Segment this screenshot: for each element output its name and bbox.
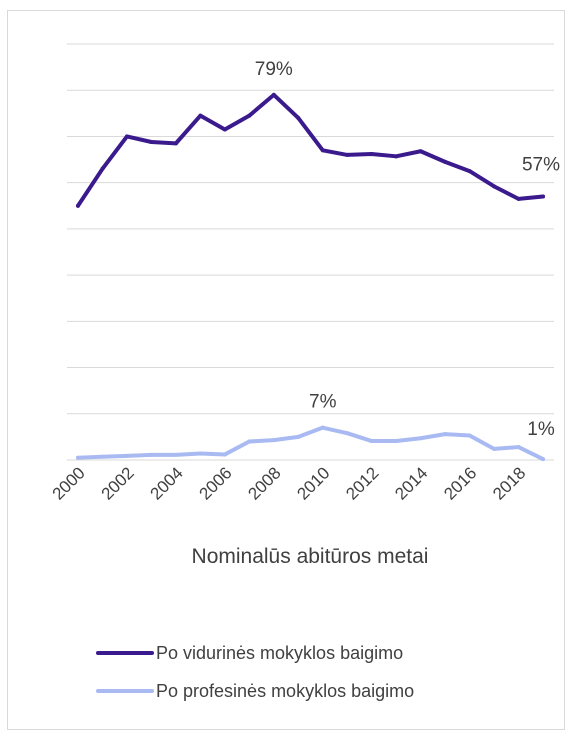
x-tick-label: 2006: [195, 463, 235, 503]
x-tick-label: 2008: [244, 463, 284, 503]
data-point: [198, 451, 203, 456]
legend-item-vidurines: Po vidurinės mokyklos baigimo: [96, 634, 414, 672]
legend-label-vidurines: Po vidurinės mokyklos baigimo: [156, 642, 404, 663]
data-point: [369, 439, 374, 444]
data-point: [173, 141, 178, 146]
data-point: [222, 452, 227, 457]
data-point: [198, 113, 203, 118]
data-point: [296, 115, 301, 120]
x-tick-label: 2016: [440, 463, 480, 503]
data-point: [149, 139, 154, 144]
data-point: [173, 452, 178, 457]
data-point: [418, 149, 423, 154]
x-axis-ticks: 2000 2002 2004 2006 2008 2010 2012 2014 2016 2018: [49, 463, 530, 503]
data-point: [541, 194, 545, 199]
x-tick-label: 2018: [489, 463, 529, 503]
data-point: [271, 438, 276, 443]
data-point: [271, 92, 276, 97]
x-tick-label: 2014: [391, 463, 431, 503]
data-point: [320, 148, 325, 153]
data-point: [443, 159, 448, 164]
data-point: [516, 445, 521, 450]
data-point: [124, 453, 129, 458]
series-line-1: [76, 425, 545, 462]
data-point: [76, 455, 80, 460]
data-point: [247, 113, 252, 118]
data-point: [394, 154, 399, 159]
data-point: [443, 432, 448, 437]
data-point: [369, 152, 374, 157]
data-point: [492, 184, 497, 189]
data-point: [247, 439, 252, 444]
data-point: [418, 436, 423, 441]
legend-label-profesines: Po profesinės mokyklos baigimo: [156, 680, 415, 701]
x-tick-label: 2010: [293, 463, 333, 503]
series-line-0: [76, 92, 545, 208]
data-label: 7%: [309, 392, 337, 413]
data-point: [320, 425, 325, 430]
data-point: [516, 196, 521, 201]
data-label: 57%: [522, 155, 560, 176]
data-point: [76, 203, 80, 208]
data-point: [124, 134, 129, 139]
x-tick-label: 2002: [98, 463, 138, 503]
data-point: [100, 454, 105, 459]
legend-item-profesines: Po profesinės mokyklos baigimo: [96, 672, 414, 710]
data-point: [222, 127, 227, 132]
legend-swatch-vidurines: [96, 651, 154, 655]
chart-frame: [7, 10, 565, 730]
series-lines: [76, 92, 545, 462]
x-axis-title: Nominalūs abitūros metai: [192, 545, 429, 568]
x-tick-label: 2004: [147, 463, 187, 503]
data-point: [345, 152, 350, 157]
data-point: [296, 434, 301, 439]
data-label: 1%: [527, 419, 555, 440]
data-point: [100, 166, 105, 171]
data-labels: 79% 57% 7% 1%: [255, 59, 560, 440]
data-point: [467, 433, 472, 438]
data-point: [541, 457, 545, 462]
data-point: [467, 169, 472, 174]
data-point: [345, 431, 350, 436]
data-point: [149, 452, 154, 457]
x-tick-label: 2012: [342, 463, 382, 503]
data-point: [394, 439, 399, 444]
gridlines: [67, 43, 554, 461]
data-point: [492, 446, 497, 451]
legend: Po vidurinės mokyklos baigimo Po profesi…: [96, 634, 414, 710]
legend-swatch-profesines: [96, 689, 154, 693]
data-label: 79%: [255, 59, 293, 80]
x-tick-label: 2000: [49, 463, 89, 503]
